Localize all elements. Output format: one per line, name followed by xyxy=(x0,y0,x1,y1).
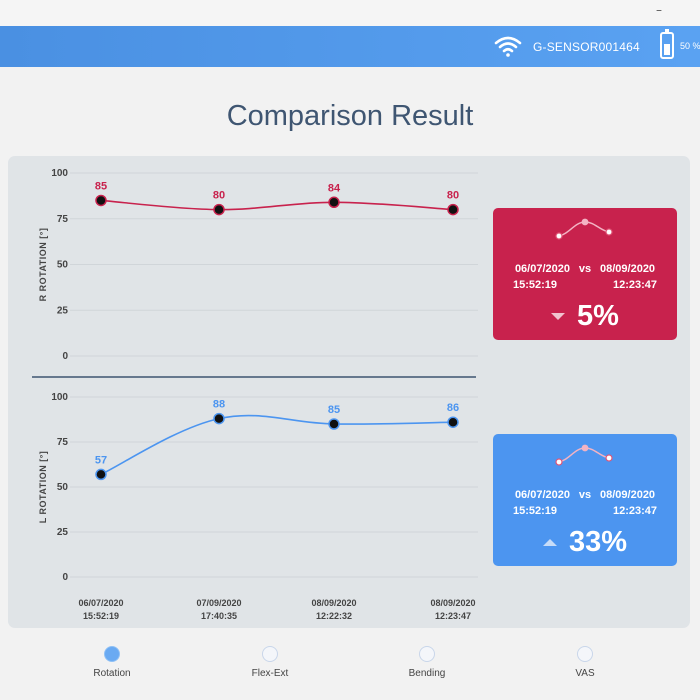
bottom-nav: Rotation Flex-Ext Bending VAS xyxy=(0,640,700,700)
nav-label: Flex-Ext xyxy=(251,668,289,679)
compare-time-from: 15:52:19 xyxy=(512,279,558,291)
decrease-arrow-icon xyxy=(551,313,566,320)
data-point xyxy=(213,412,225,425)
r-rotation-result-card[interactable]: 06/07/2020 vs 08/09/2020 15:52:19 12:23:47 … xyxy=(493,208,677,340)
rotation-charts: 100 75 50 25 0 R ROTATION [°] 85 80 84 80 100 75 50 2… xyxy=(32,168,478,621)
minimize-button[interactable]: – xyxy=(656,3,662,17)
nav-item-rotation[interactable]: Rotation xyxy=(67,646,157,679)
compare-date-to: 08/09/2020 xyxy=(600,263,656,275)
x-tick-label: 15:52:19 xyxy=(83,611,119,621)
nav-label: Bending xyxy=(408,668,446,679)
data-label: 86 xyxy=(447,402,459,414)
x-tick-label: 17:40:35 xyxy=(201,611,237,621)
vs-label: vs xyxy=(578,489,592,501)
data-point xyxy=(213,203,225,216)
data-label: 57 xyxy=(95,454,107,466)
y-tick-label: 0 xyxy=(62,351,68,362)
data-label: 85 xyxy=(95,180,107,192)
data-label: 80 xyxy=(213,190,225,202)
vs-label: vs xyxy=(578,263,592,275)
window-titlebar: – xyxy=(0,0,700,26)
data-label: 88 xyxy=(213,399,225,411)
data-point xyxy=(95,468,107,481)
l-rotation-series-line xyxy=(100,414,454,476)
nav-indicator xyxy=(419,646,435,662)
r-rotation-series-line xyxy=(100,199,454,211)
data-point xyxy=(447,203,459,216)
trend-line-icon xyxy=(555,218,613,240)
l-rotation-result-card[interactable]: 06/07/2020 vs 08/09/2020 15:52:19 12:23:47 … xyxy=(493,434,677,566)
y-axis-label: R ROTATION [°] xyxy=(38,228,48,302)
y-tick-label: 0 xyxy=(62,572,68,583)
compare-time-to: 12:23:47 xyxy=(612,505,658,517)
compare-dates: 06/07/2020 vs 08/09/2020 15:52:19 12:23:47 xyxy=(493,261,677,293)
data-label: 80 xyxy=(447,190,459,202)
increase-arrow-icon xyxy=(542,539,557,546)
nav-label: Rotation xyxy=(93,668,131,679)
y-tick-label: 75 xyxy=(57,214,69,225)
y-tick-label: 50 xyxy=(57,260,69,271)
data-point xyxy=(447,416,459,428)
battery-icon xyxy=(660,29,674,59)
nav-item-vas[interactable]: VAS xyxy=(540,646,630,679)
compare-date-from: 06/07/2020 xyxy=(514,489,570,501)
wifi-icon xyxy=(494,36,522,57)
page-title: Comparison Result xyxy=(226,100,474,132)
y-tick-label: 25 xyxy=(57,305,69,316)
nav-indicator xyxy=(104,646,120,662)
nav-indicator xyxy=(577,646,593,662)
nav-indicator xyxy=(262,646,278,662)
top-status-bar: G-SENSOR001464 50 % xyxy=(0,26,700,67)
compare-time-to: 12:23:47 xyxy=(612,279,658,291)
y-tick-label: 100 xyxy=(51,392,68,403)
x-tick-label: 12:23:47 xyxy=(435,611,471,621)
compare-date-from: 06/07/2020 xyxy=(514,263,570,275)
y-tick-label: 50 xyxy=(57,482,69,493)
compare-time-from: 15:52:19 xyxy=(512,505,558,517)
x-tick-label: 08/09/2020 xyxy=(311,598,356,608)
change-percentage: 33% xyxy=(568,526,628,558)
device-name: G-SENSOR001464 xyxy=(533,40,640,54)
y-tick-label: 75 xyxy=(57,437,69,448)
data-point xyxy=(328,418,340,430)
x-tick-label: 12:22:32 xyxy=(316,611,352,621)
data-point xyxy=(328,196,340,209)
x-tick-label: 07/09/2020 xyxy=(196,598,241,608)
data-label: 84 xyxy=(328,182,341,194)
change-percentage: 5% xyxy=(577,300,619,332)
y-tick-label: 25 xyxy=(57,527,69,538)
trend-line-icon xyxy=(555,444,613,466)
data-label: 85 xyxy=(328,404,340,416)
nav-item-bending[interactable]: Bending xyxy=(382,646,472,679)
data-point xyxy=(95,194,107,207)
x-tick-label: 08/09/2020 xyxy=(430,598,475,608)
compare-date-to: 08/09/2020 xyxy=(600,489,656,501)
y-axis-label: L ROTATION [°] xyxy=(38,451,48,524)
comparison-panel: 100 75 50 25 0 R ROTATION [°] 85 80 84 80 100 75 50 2… xyxy=(8,156,690,628)
battery-percentage: 50 % xyxy=(680,41,700,51)
y-tick-label: 100 xyxy=(51,168,68,179)
x-tick-label: 06/07/2020 xyxy=(78,598,123,608)
nav-label: VAS xyxy=(575,668,595,679)
compare-dates: 06/07/2020 vs 08/09/2020 15:52:19 12:23:47 xyxy=(493,487,677,519)
nav-item-flex-ext[interactable]: Flex-Ext xyxy=(225,646,315,679)
